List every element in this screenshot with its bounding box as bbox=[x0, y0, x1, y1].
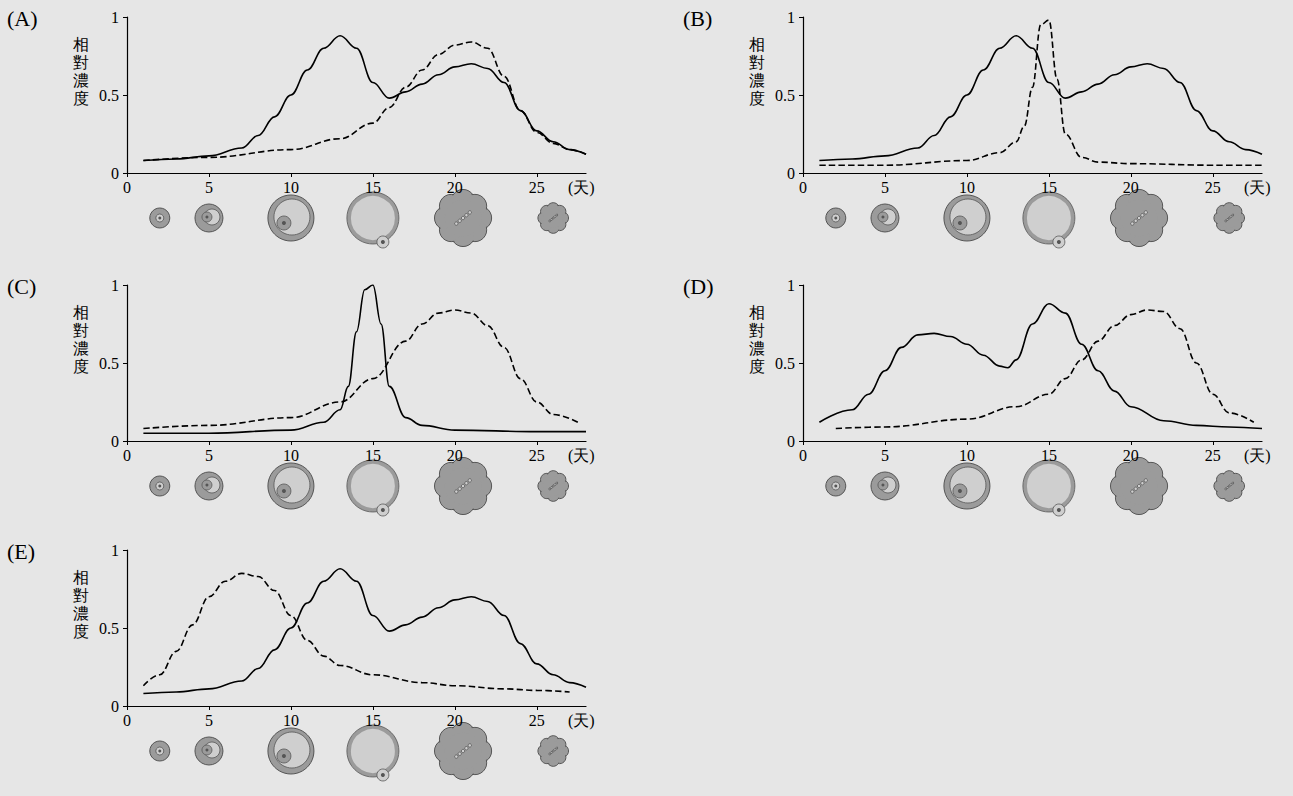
svg-text:1: 1 bbox=[787, 9, 795, 26]
svg-text:25: 25 bbox=[529, 447, 545, 464]
svg-text:對: 對 bbox=[749, 321, 765, 340]
svg-text:15: 15 bbox=[365, 179, 381, 196]
svg-text:(C): (C) bbox=[7, 274, 36, 299]
svg-text:0: 0 bbox=[123, 447, 131, 464]
svg-text:20: 20 bbox=[447, 179, 463, 196]
svg-text:10: 10 bbox=[959, 179, 975, 196]
svg-text:相: 相 bbox=[73, 35, 89, 54]
svg-text:(B): (B) bbox=[683, 6, 712, 31]
svg-text:(天): (天) bbox=[568, 447, 595, 465]
svg-text:(E): (E) bbox=[7, 539, 35, 564]
svg-text:1: 1 bbox=[111, 9, 119, 26]
svg-text:相: 相 bbox=[749, 35, 765, 54]
svg-text:0.5: 0.5 bbox=[99, 355, 119, 372]
svg-text:1: 1 bbox=[111, 542, 119, 559]
svg-text:25: 25 bbox=[1205, 179, 1221, 196]
svg-text:0: 0 bbox=[111, 165, 119, 182]
svg-text:(A): (A) bbox=[7, 6, 38, 31]
svg-text:對: 對 bbox=[73, 53, 89, 72]
svg-text:25: 25 bbox=[529, 179, 545, 196]
svg-text:0: 0 bbox=[111, 698, 119, 715]
svg-text:(天): (天) bbox=[1244, 179, 1271, 197]
svg-text:15: 15 bbox=[1041, 179, 1057, 196]
svg-text:15: 15 bbox=[365, 712, 381, 729]
svg-text:0: 0 bbox=[799, 447, 807, 464]
svg-text:1: 1 bbox=[787, 277, 795, 294]
svg-text:20: 20 bbox=[447, 447, 463, 464]
svg-text:0: 0 bbox=[787, 165, 795, 182]
svg-text:濃: 濃 bbox=[749, 71, 765, 90]
svg-text:5: 5 bbox=[881, 179, 889, 196]
svg-text:相: 相 bbox=[73, 303, 89, 322]
svg-text:0.5: 0.5 bbox=[775, 355, 795, 372]
svg-text:0: 0 bbox=[799, 179, 807, 196]
svg-text:(D): (D) bbox=[683, 274, 714, 299]
svg-text:相: 相 bbox=[749, 303, 765, 322]
svg-text:0: 0 bbox=[111, 433, 119, 450]
svg-text:0.5: 0.5 bbox=[99, 87, 119, 104]
svg-text:10: 10 bbox=[283, 447, 299, 464]
svg-text:度: 度 bbox=[73, 622, 89, 641]
svg-text:0: 0 bbox=[123, 712, 131, 729]
svg-text:20: 20 bbox=[1123, 179, 1139, 196]
svg-text:15: 15 bbox=[365, 447, 381, 464]
svg-text:濃: 濃 bbox=[749, 339, 765, 358]
svg-text:10: 10 bbox=[283, 712, 299, 729]
svg-text:相: 相 bbox=[73, 568, 89, 587]
svg-text:10: 10 bbox=[283, 179, 299, 196]
svg-text:10: 10 bbox=[959, 447, 975, 464]
svg-text:25: 25 bbox=[529, 712, 545, 729]
svg-text:對: 對 bbox=[73, 586, 89, 605]
svg-text:度: 度 bbox=[749, 89, 765, 108]
svg-text:0: 0 bbox=[123, 179, 131, 196]
svg-text:5: 5 bbox=[205, 179, 213, 196]
svg-text:(天): (天) bbox=[568, 179, 595, 197]
svg-text:5: 5 bbox=[205, 712, 213, 729]
svg-text:對: 對 bbox=[73, 321, 89, 340]
svg-text:25: 25 bbox=[1205, 447, 1221, 464]
svg-text:15: 15 bbox=[1041, 447, 1057, 464]
svg-text:濃: 濃 bbox=[73, 604, 89, 623]
svg-text:度: 度 bbox=[749, 357, 765, 376]
svg-text:對: 對 bbox=[749, 53, 765, 72]
svg-text:0: 0 bbox=[787, 433, 795, 450]
svg-text:20: 20 bbox=[447, 712, 463, 729]
svg-text:度: 度 bbox=[73, 89, 89, 108]
svg-text:(天): (天) bbox=[1244, 447, 1271, 465]
svg-text:0.5: 0.5 bbox=[99, 620, 119, 637]
svg-text:5: 5 bbox=[205, 447, 213, 464]
svg-text:濃: 濃 bbox=[73, 339, 89, 358]
svg-text:5: 5 bbox=[881, 447, 889, 464]
svg-text:(天): (天) bbox=[568, 712, 595, 730]
svg-text:1: 1 bbox=[111, 277, 119, 294]
svg-text:0.5: 0.5 bbox=[775, 87, 795, 104]
svg-text:度: 度 bbox=[73, 357, 89, 376]
svg-text:濃: 濃 bbox=[73, 71, 89, 90]
svg-text:20: 20 bbox=[1123, 447, 1139, 464]
